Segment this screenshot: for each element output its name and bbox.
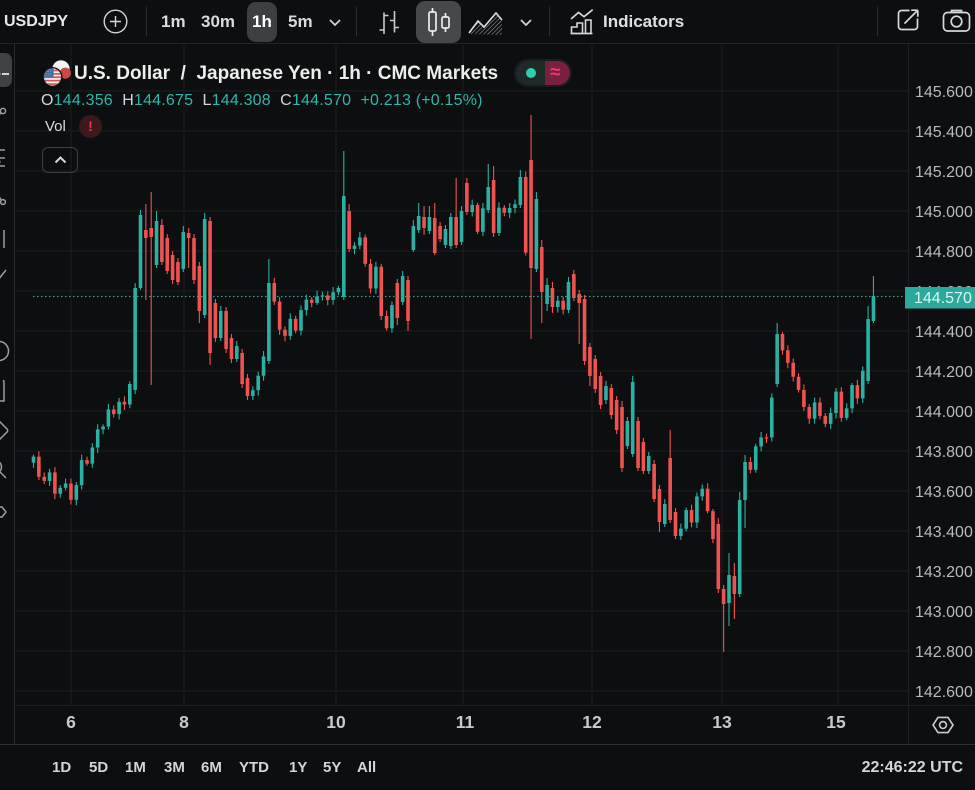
svg-text:142.600: 142.600 [915,684,973,701]
svg-text:13: 13 [712,712,732,732]
svg-text:143.400: 143.400 [915,524,973,541]
svg-text:142.800: 142.800 [915,644,973,661]
svg-text:15: 15 [826,712,846,732]
svg-text:144.000: 144.000 [915,404,973,421]
svg-text:6: 6 [66,712,76,732]
svg-text:145.400: 145.400 [915,124,973,141]
svg-text:145.000: 145.000 [915,204,973,221]
svg-text:144.800: 144.800 [915,244,973,261]
svg-text:143.600: 143.600 [915,484,973,501]
svg-text:144.570: 144.570 [914,290,972,307]
svg-text:143.000: 143.000 [915,604,973,621]
svg-text:143.200: 143.200 [915,564,973,581]
svg-text:11: 11 [456,712,475,732]
svg-text:145.600: 145.600 [915,84,973,101]
svg-text:12: 12 [582,712,602,732]
svg-text:8: 8 [179,712,189,732]
svg-text:145.200: 145.200 [915,164,973,181]
svg-text:10: 10 [326,712,346,732]
svg-text:143.800: 143.800 [915,444,973,461]
svg-text:144.200: 144.200 [915,364,973,381]
svg-text:144.400: 144.400 [915,324,973,341]
